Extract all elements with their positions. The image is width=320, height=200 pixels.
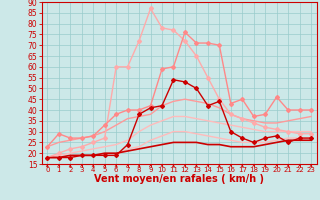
X-axis label: Vent moyen/en rafales ( km/h ): Vent moyen/en rafales ( km/h ) <box>94 174 264 184</box>
